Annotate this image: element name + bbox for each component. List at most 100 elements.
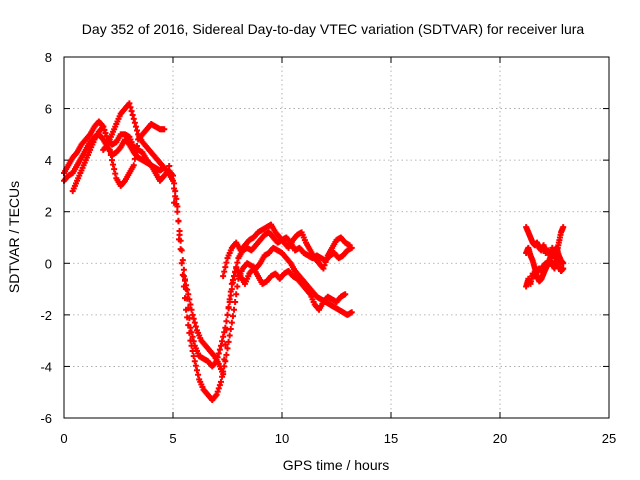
data-point (181, 295, 188, 302)
data-point (180, 273, 187, 280)
data-point (172, 188, 179, 195)
data-point (178, 260, 185, 267)
data-point (188, 306, 195, 313)
data-point (231, 273, 238, 280)
y-tick-label: -2 (40, 308, 52, 323)
data-point (220, 333, 227, 340)
data-point (225, 304, 232, 311)
data-point (130, 115, 137, 122)
data-point (161, 126, 168, 133)
data-point (166, 162, 173, 169)
data-point (222, 264, 229, 271)
data-point (342, 291, 349, 298)
series-trace-c (69, 121, 349, 378)
data-point (183, 282, 190, 289)
data-point (219, 338, 226, 345)
data-point (229, 313, 236, 320)
y-tick-label: -4 (40, 359, 52, 374)
data-point (175, 236, 182, 243)
data-point (226, 332, 233, 339)
data-point (106, 146, 113, 153)
data-point (191, 319, 198, 326)
data-point (217, 378, 224, 385)
data-point (185, 322, 192, 329)
y-tick-label: 6 (45, 102, 52, 117)
data-point (228, 319, 235, 326)
data-point (233, 291, 240, 298)
y-axis-label: SDTVAR / TECUs (6, 181, 22, 293)
data-point (132, 149, 139, 156)
data-point (189, 347, 196, 354)
data-point (232, 298, 239, 305)
data-point (560, 260, 567, 267)
data-point (192, 323, 199, 330)
data-point (346, 242, 353, 249)
data-point (223, 326, 230, 333)
data-point (134, 127, 141, 134)
data-point (101, 126, 108, 133)
data-point (185, 291, 192, 298)
data-point (221, 356, 228, 363)
data-point (187, 301, 194, 308)
data-point (224, 311, 231, 318)
data-point (190, 353, 197, 360)
data-point (186, 296, 193, 303)
data-point (127, 104, 134, 111)
data-point (126, 100, 133, 107)
data-point (112, 170, 119, 177)
data-point (171, 180, 178, 187)
data-point (221, 268, 228, 275)
chart-title: Day 352 of 2016, Sidereal Day-to-day VTE… (82, 21, 585, 37)
data-point (234, 283, 241, 290)
y-tick-label: 8 (45, 50, 52, 65)
data-point (223, 351, 230, 358)
x-tick-label: 20 (493, 431, 507, 446)
data-point (225, 338, 232, 345)
data-point (174, 203, 181, 210)
data-point (234, 259, 241, 266)
data-point (111, 166, 118, 173)
data-points (61, 100, 567, 403)
data-point (220, 371, 227, 378)
data-point (213, 391, 220, 398)
data-point (131, 119, 138, 126)
data-point (186, 329, 193, 336)
data-point (215, 385, 222, 392)
data-point (131, 155, 138, 162)
x-tick-label: 5 (169, 431, 176, 446)
y-tick-label: -6 (40, 411, 52, 426)
data-point (214, 388, 221, 395)
data-point (179, 257, 186, 264)
data-point (215, 350, 222, 357)
data-point (229, 277, 236, 284)
data-point (321, 262, 328, 269)
data-point (100, 123, 107, 130)
x-axis-label: GPS time / hours (283, 457, 390, 473)
data-point (217, 342, 224, 349)
data-point (216, 382, 223, 389)
data-point (102, 130, 109, 137)
x-tick-label: 25 (602, 431, 616, 446)
data-point (110, 161, 117, 168)
data-point (227, 288, 234, 295)
series-trace-d (100, 100, 353, 280)
data-point (220, 273, 227, 280)
data-point (195, 371, 202, 378)
data-point (193, 367, 200, 374)
data-point (560, 265, 567, 272)
data-point (132, 123, 139, 130)
data-point (128, 108, 135, 115)
data-point (183, 306, 190, 313)
data-point (134, 142, 141, 149)
data-point (191, 358, 198, 365)
data-point (323, 255, 330, 262)
plot-frame (63, 56, 610, 419)
data-point (222, 341, 229, 348)
data-point (184, 286, 191, 293)
data-point (175, 217, 182, 224)
data-point (560, 224, 567, 231)
data-point (174, 208, 181, 215)
data-point (223, 318, 230, 325)
data-point (130, 162, 137, 169)
